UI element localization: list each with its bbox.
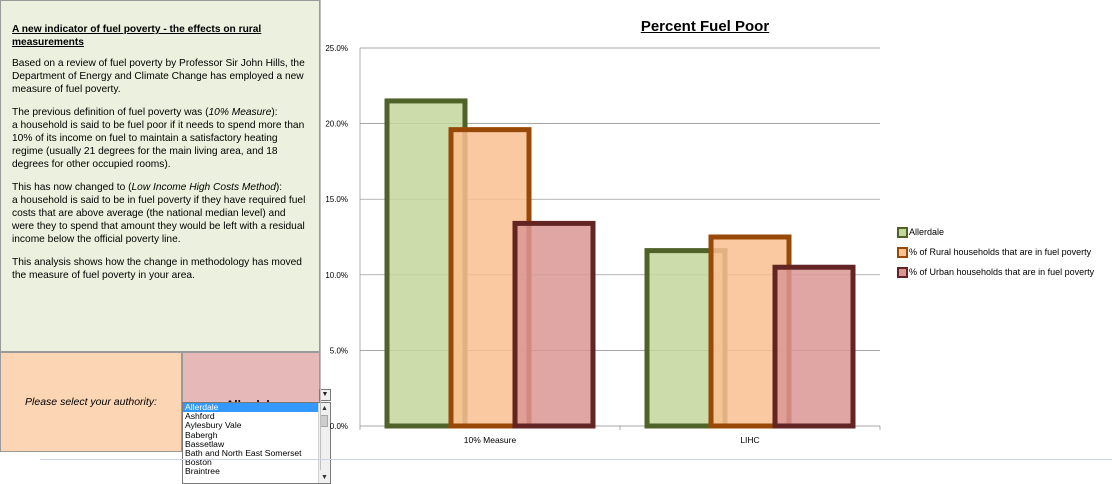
dropdown-option[interactable]: Braintree (185, 466, 220, 477)
y-tick-label: 5.0% (330, 346, 348, 355)
info-panel: A new indicator of fuel poverty - the ef… (0, 0, 320, 352)
scroll-up-icon[interactable]: ▲ (321, 405, 328, 412)
x-category-label: 10% Measure (464, 435, 517, 445)
info-paragraph-2: The previous definition of fuel poverty … (12, 107, 305, 170)
authority-select-label: Please select your authority: (0, 352, 182, 452)
dropdown-option[interactable]: Babergh (185, 429, 218, 440)
authority-dropdown-list[interactable]: Allerdale Ashford Aylesbury Vale Babergh Bas… (182, 402, 331, 484)
legend-swatch (897, 266, 908, 278)
legend-item: % of Rural households that are in fuel p… (897, 242, 1094, 262)
info-paragraph-1: Based on a review of fuel poverty by Pro… (12, 58, 305, 95)
legend-item: Allerdale (897, 222, 1094, 242)
dropdown-arrow-button[interactable]: ▼ (319, 389, 331, 401)
dropdown-option[interactable]: Ashford (185, 411, 215, 422)
chart-title: Percent Fuel Poor (640, 18, 770, 35)
dropdown-option[interactable]: Allerdale (183, 403, 330, 413)
legend-label: % of Rural households that are in fuel p… (909, 247, 1092, 257)
legend-item: % of Urban households that are in fuel p… (897, 262, 1094, 282)
info-paragraph-4: This analysis shows how the change in me… (12, 257, 302, 281)
y-tick-label: 10.0% (325, 271, 348, 280)
legend-label: % of Urban households that are in fuel p… (909, 267, 1095, 277)
x-category-label: LIHC (740, 435, 759, 445)
info-paragraph-3: This has now changed to (Low Income High… (12, 182, 306, 245)
y-tick-label: 15.0% (325, 195, 348, 204)
info-title: A new indicator of fuel poverty - the ef… (12, 24, 262, 48)
legend-swatch (897, 246, 908, 258)
chart-legend: Allerdale % of Rural households that are … (897, 222, 1094, 282)
dropdown-option[interactable]: Aylesbury Vale (185, 420, 242, 431)
chart-left-border (320, 0, 321, 470)
dropdown-scrollbar[interactable]: ▲ ▼ (318, 403, 330, 483)
dropdown-option[interactable]: Bassetlaw (185, 438, 225, 449)
legend-label: Allerdale (909, 227, 945, 237)
bar (512, 220, 596, 429)
y-tick-label: 0.0% (330, 422, 348, 431)
bottom-divider (40, 459, 1112, 460)
y-tick-label: 25.0% (325, 44, 348, 53)
dropdown-option[interactable]: Boston (185, 457, 212, 468)
dropdown-option[interactable]: Bath and North East Somerset (185, 448, 302, 459)
scroll-down-icon[interactable]: ▼ (321, 474, 328, 481)
legend-swatch (897, 226, 908, 238)
bar (772, 264, 856, 429)
y-tick-label: 20.0% (325, 120, 348, 129)
bar-chart: 0.0% 5.0% 10.0% 15.0% 20.0% 25.0% 10% Measure L… (325, 44, 881, 445)
